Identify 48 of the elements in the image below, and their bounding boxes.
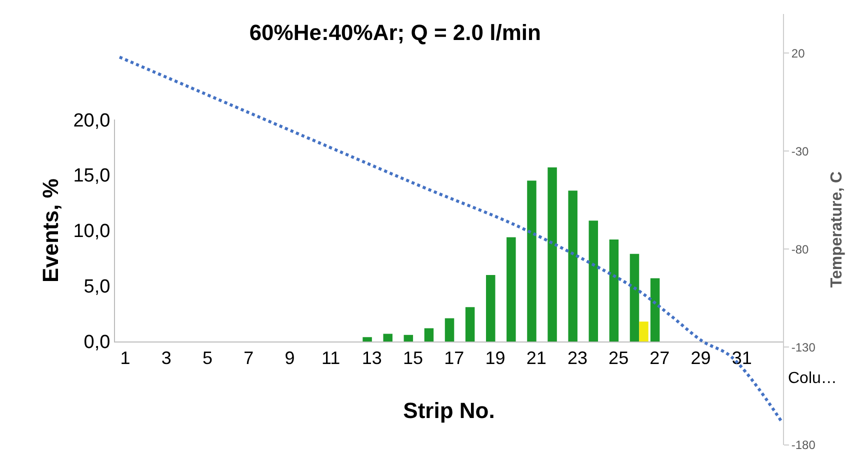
y-tick-label: 10,0: [73, 221, 110, 242]
bar: [639, 322, 648, 342]
y2-tick-label: -130: [791, 340, 816, 354]
y2-tick-label: 20: [791, 46, 806, 60]
y2-tick-label: -30: [791, 144, 810, 158]
x-tick-label: 23: [567, 348, 588, 368]
bar: [650, 278, 660, 342]
x-tick-label: 19: [485, 348, 506, 368]
y-tick-label: 20,0: [73, 110, 110, 132]
x-tick-label: 27: [650, 348, 670, 368]
bar: [588, 220, 598, 342]
x-tick-label: 21: [526, 348, 546, 368]
chart-title: 60%He:40%Ar; Q = 2.0 l/min: [249, 20, 541, 46]
x-tick-label: 13: [362, 348, 382, 368]
x-tick-label: 3: [161, 348, 172, 368]
y2-tick-label: -180: [791, 438, 816, 452]
bar: [465, 307, 475, 342]
x-tick-label: 9: [284, 348, 295, 368]
x-tick-label: 7: [244, 348, 254, 368]
y-tick-label: 15,0: [73, 166, 110, 187]
bar: [424, 328, 434, 342]
bar: [362, 337, 372, 342]
bar: [527, 180, 536, 342]
x-axis-title: Strip No.: [403, 398, 495, 424]
x-tick-label: 1: [120, 348, 130, 368]
y-tick-label: 0,0: [84, 332, 110, 354]
y2-tick-label: -80: [791, 242, 810, 256]
bar: [486, 274, 496, 342]
bar: [609, 239, 619, 342]
bar: [404, 334, 414, 342]
x-tick-label: 11: [321, 348, 340, 368]
y-tick-label: 5,0: [84, 276, 110, 298]
x-tick-label: 5: [202, 348, 212, 368]
bar: [506, 237, 516, 342]
x-tick-label: 15: [403, 348, 424, 368]
bar: [548, 167, 557, 342]
x-tick-label: 31: [732, 348, 752, 368]
y-axis-title: Events, %: [38, 178, 64, 283]
bar: [630, 254, 640, 342]
bar: [568, 190, 578, 342]
bar: [444, 318, 454, 342]
x-tick-label: 25: [608, 348, 629, 368]
x-tick-label: 29: [690, 348, 711, 368]
line-series: [118, 56, 783, 423]
y2-axis-title: Temperature, C: [828, 170, 846, 288]
text: Colu…: [788, 370, 837, 387]
x-tick-label: 17: [444, 348, 464, 368]
bar: [383, 334, 392, 342]
